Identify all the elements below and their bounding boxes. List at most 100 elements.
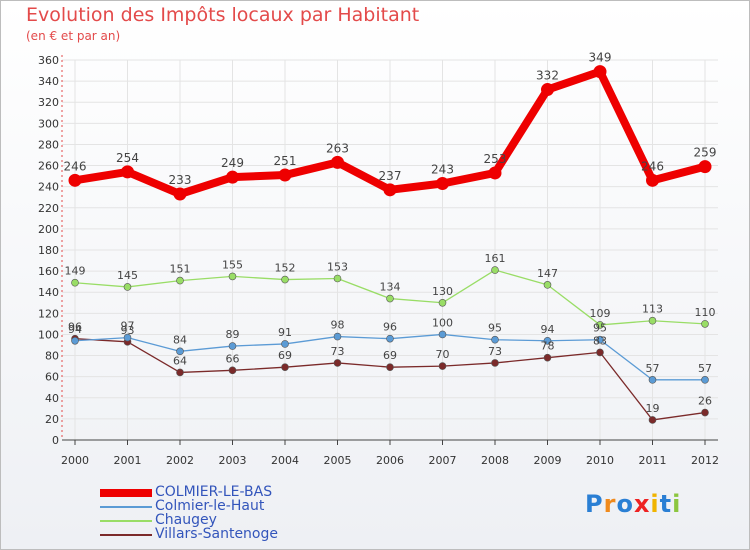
y-tick-label: 200 — [38, 223, 59, 236]
data-point — [438, 362, 447, 370]
data-label: 259 — [694, 146, 717, 160]
data-point — [281, 340, 289, 348]
chart-subtitle: (en € et par an) — [26, 29, 121, 43]
data-point — [176, 368, 184, 377]
data-label: 91 — [278, 326, 292, 339]
data-point — [386, 334, 394, 343]
legend-swatch — [100, 520, 152, 522]
data-label: 19 — [646, 402, 660, 415]
y-tick-label: 0 — [52, 434, 59, 447]
data-point — [331, 155, 344, 169]
data-label: 253 — [484, 152, 507, 166]
x-tick-label: 2001 — [114, 454, 142, 467]
y-tick-label: 340 — [38, 75, 59, 88]
logo-letter: i — [650, 490, 660, 518]
data-label: 94 — [541, 323, 555, 336]
y-tick-label: 360 — [38, 54, 59, 67]
data-label: 89 — [226, 328, 240, 341]
data-label: 96 — [383, 321, 397, 334]
data-label: 70 — [436, 348, 450, 361]
data-point — [71, 336, 79, 345]
data-label: 95 — [593, 322, 607, 335]
x-tick-label: 2007 — [429, 454, 457, 467]
x-tick-label: 2011 — [639, 454, 667, 467]
data-point — [543, 281, 552, 289]
data-point — [698, 160, 712, 174]
data-point — [646, 173, 659, 187]
data-label: 78 — [541, 340, 555, 353]
data-point — [386, 294, 394, 303]
y-tick-label: 260 — [38, 160, 59, 173]
x-tick-label: 2006 — [376, 454, 404, 467]
data-point — [383, 183, 397, 197]
proxiti-logo: Proxiti — [585, 490, 681, 518]
data-label: 95 — [488, 322, 502, 335]
data-label: 69 — [278, 349, 292, 362]
data-label: 83 — [593, 334, 607, 347]
data-label: 147 — [537, 267, 558, 280]
logo-letter: i — [672, 490, 682, 518]
data-label: 153 — [327, 261, 348, 274]
data-point — [71, 278, 79, 287]
data-label: 100 — [432, 316, 453, 329]
legend-label: Chaugey — [155, 512, 217, 528]
data-point — [123, 333, 132, 342]
data-point — [438, 330, 447, 339]
data-label: 73 — [331, 345, 345, 358]
chart-title: Evolution des Impôts locaux par Habitant — [26, 4, 420, 26]
data-label: 69 — [383, 349, 397, 362]
legend-swatch — [100, 506, 152, 508]
y-tick-label: 60 — [45, 371, 59, 384]
y-tick-label: 240 — [38, 181, 59, 194]
x-tick-label: 2002 — [166, 454, 194, 467]
data-point — [491, 266, 499, 274]
y-tick-label: 320 — [38, 96, 59, 109]
data-point — [438, 298, 447, 307]
data-label: 96 — [68, 321, 82, 334]
x-tick-label: 2010 — [586, 454, 614, 467]
data-label: 66 — [226, 352, 240, 365]
data-point — [488, 166, 502, 180]
y-tick-label: 120 — [38, 307, 59, 320]
data-label: 332 — [536, 69, 559, 83]
y-tick-label: 80 — [45, 350, 59, 363]
data-label: 97 — [121, 320, 135, 333]
data-label: 73 — [488, 345, 502, 358]
x-tick-label: 2009 — [534, 454, 562, 467]
data-point — [173, 187, 187, 201]
data-label: 243 — [431, 163, 454, 177]
data-point — [228, 272, 237, 281]
y-tick-label: 220 — [38, 202, 59, 215]
data-label: 233 — [169, 173, 192, 187]
data-label: 151 — [170, 263, 191, 276]
data-label: 161 — [485, 252, 506, 265]
legend-label: Colmier-le-Haut — [155, 498, 265, 514]
y-tick-label: 40 — [45, 392, 59, 405]
data-point — [228, 366, 237, 375]
data-label: 263 — [326, 141, 349, 155]
logo-letter: o — [616, 490, 634, 518]
x-tick-label: 2000 — [61, 454, 89, 467]
y-tick-label: 300 — [38, 117, 59, 130]
data-point — [596, 321, 604, 329]
data-point — [281, 363, 289, 371]
data-point — [543, 336, 552, 345]
data-point — [176, 276, 184, 285]
x-tick-label: 2004 — [271, 454, 299, 467]
y-tick-label: 180 — [38, 244, 59, 257]
data-point — [278, 168, 292, 182]
y-tick-label: 160 — [38, 265, 59, 278]
data-label: 155 — [222, 258, 243, 271]
data-label: 109 — [590, 307, 611, 320]
data-label: 149 — [65, 265, 86, 278]
data-point — [123, 283, 132, 291]
data-label: 26 — [698, 395, 712, 408]
data-label: 152 — [275, 262, 296, 275]
logo-letter: r — [603, 490, 617, 518]
data-point — [593, 65, 607, 79]
data-label: 130 — [432, 285, 453, 298]
y-tick-label: 100 — [38, 328, 59, 341]
data-label: 98 — [331, 319, 345, 332]
